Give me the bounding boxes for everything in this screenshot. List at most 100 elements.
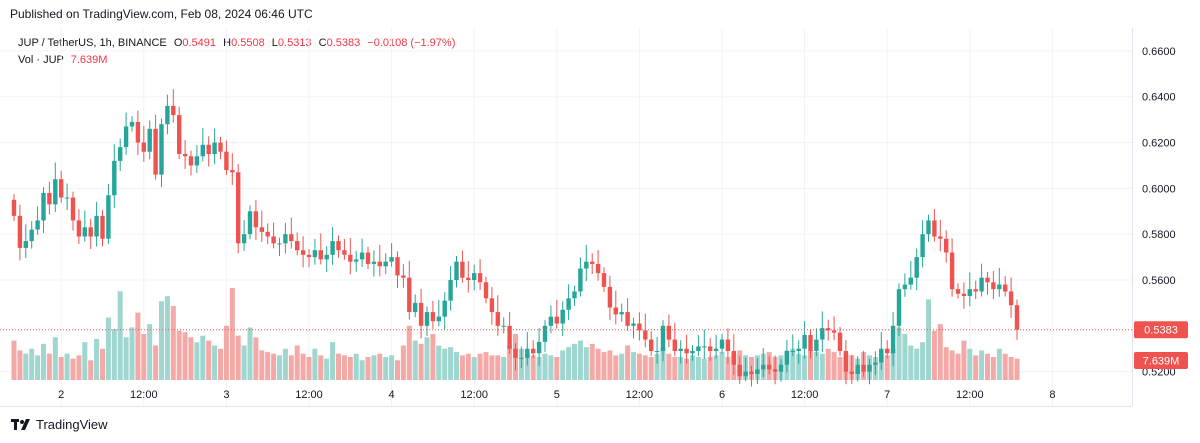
candle-body — [377, 261, 382, 267]
volume-bar — [94, 338, 100, 380]
price-tick-label: 0.5200 — [1142, 367, 1176, 379]
volume-bar — [908, 345, 914, 380]
close-value: 0.5383 — [326, 37, 361, 49]
candle-body — [914, 257, 919, 278]
symbol-label[interactable]: JUP / TetherUS, 1h, BINANCE — [18, 37, 167, 49]
candle-body — [531, 348, 536, 354]
volume-label[interactable]: Vol · JUP — [18, 54, 64, 66]
candle-body — [985, 277, 990, 283]
volume-bar — [554, 357, 560, 380]
candle-body — [525, 348, 530, 358]
candle-body — [236, 172, 241, 244]
volume-bar — [896, 327, 902, 380]
candle-body — [713, 348, 719, 352]
volume-bar — [247, 327, 253, 380]
candle-body — [631, 323, 636, 326]
volume-bar — [277, 355, 282, 380]
last-volume-text: 7.639M — [1143, 356, 1180, 368]
candle-body — [171, 105, 176, 116]
candle-body — [395, 257, 400, 276]
candle-body — [218, 142, 223, 152]
candle-body — [855, 364, 860, 374]
candle-body — [230, 170, 235, 173]
volume-bar — [601, 352, 607, 380]
volume-bar — [825, 348, 831, 380]
candle-body — [448, 280, 453, 301]
volume-bar — [524, 353, 530, 380]
volume-bar — [678, 357, 684, 380]
volume-bar — [436, 345, 442, 380]
candle-body — [354, 259, 359, 262]
volume-bar — [341, 355, 347, 380]
volume-bar — [459, 355, 465, 380]
volume-bar — [819, 353, 825, 380]
volume-bar — [123, 337, 129, 380]
volume-bar — [241, 345, 247, 380]
volume-bar — [129, 327, 135, 380]
time-tick-label: 4 — [389, 389, 395, 401]
candle-body — [41, 192, 46, 221]
candle-body — [666, 325, 672, 340]
volume-bar — [176, 330, 182, 380]
candle-body — [283, 234, 288, 244]
time-tick-label: 7 — [884, 389, 890, 401]
volume-bar — [330, 342, 336, 380]
candle-body — [253, 211, 259, 228]
volume-value: 7.639M — [70, 54, 108, 66]
volume-bar — [76, 355, 82, 380]
volume-bar — [223, 325, 229, 380]
time-tick-label: 12:00 — [791, 389, 819, 401]
volume-bar — [300, 353, 306, 380]
volume-bar — [642, 355, 648, 380]
volume-bar — [206, 340, 212, 380]
candle-body — [271, 236, 276, 244]
volume-bar — [813, 352, 819, 380]
tradingview-footer[interactable]: TradingView — [10, 416, 108, 432]
volume-bar — [424, 337, 430, 380]
candle-body — [601, 273, 607, 287]
volume-bar — [884, 355, 890, 380]
volume-bar — [188, 337, 194, 380]
volume-bar — [153, 345, 159, 380]
candle-body — [625, 312, 630, 326]
volume-bar — [265, 352, 271, 380]
volume-bar — [88, 360, 94, 380]
price-tick-label: 0.6600 — [1142, 46, 1176, 58]
candle-body — [11, 199, 17, 216]
volume-bar — [507, 345, 513, 380]
candle-body — [118, 147, 123, 161]
candle-body — [177, 115, 182, 154]
candle-body — [660, 325, 666, 352]
candle-body — [407, 277, 412, 313]
volume-row: Vol · JUP 7.639M — [18, 52, 455, 69]
candle-body — [619, 312, 624, 315]
volume-bar — [542, 353, 548, 380]
volume-bar — [572, 343, 577, 380]
candle-body — [59, 179, 64, 198]
candle-body — [554, 316, 559, 324]
volume-bar — [990, 357, 996, 380]
price-axis[interactable]: 0.6600 0.6400 0.6200 0.6000 0.5800 0.5600 0.52… — [1142, 46, 1176, 379]
candle-body — [926, 220, 931, 235]
volume-bar — [58, 357, 64, 380]
volume-bar — [17, 350, 23, 380]
candle-body — [94, 215, 99, 237]
candle-body — [29, 229, 34, 242]
candle-body — [295, 241, 300, 251]
volume-bar — [914, 348, 920, 380]
candle-body — [318, 250, 323, 260]
candle-body — [654, 351, 660, 353]
time-axis[interactable]: 2 12:00 3 12:00 4 12:00 5 12:00 6 12:00 7 12:00 8 — [58, 389, 1055, 401]
candle-body — [436, 316, 441, 322]
volume-bar — [200, 335, 206, 380]
volume-bar — [253, 337, 259, 380]
candle-body — [53, 179, 58, 205]
candle-body — [637, 323, 642, 331]
volume-bar — [483, 352, 489, 380]
volume-bar — [536, 357, 542, 380]
volume-bar — [790, 348, 796, 380]
volume-bar — [636, 353, 642, 380]
candle-body — [413, 302, 418, 313]
volume-bar — [383, 357, 389, 380]
